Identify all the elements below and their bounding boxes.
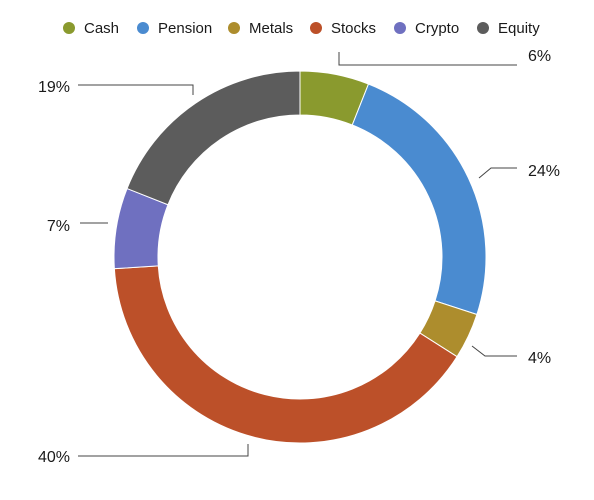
data-label-metals: 4% — [528, 350, 551, 367]
legend-label-pension: Pension — [158, 20, 212, 37]
percentage-labels: 6% 24% 4% 40% 7% 19% — [38, 48, 560, 466]
legend-item-equity: Equity — [477, 20, 540, 37]
chart-legend: Cash Pension Metals Stocks Crypto Equity — [63, 20, 540, 37]
legend-label-equity: Equity — [498, 20, 540, 37]
slice-stocks — [113, 265, 458, 444]
legend-label-stocks: Stocks — [331, 20, 376, 37]
legend-swatch-equity — [477, 22, 489, 34]
leader-line-cash — [338, 52, 517, 66]
data-label-cash: 6% — [528, 48, 551, 65]
data-label-stocks: 40% — [38, 449, 70, 466]
legend-label-crypto: Crypto — [415, 20, 459, 37]
legend-label-cash: Cash — [84, 20, 119, 37]
legend-item-metals: Metals — [228, 20, 293, 37]
legend-swatch-pension — [137, 22, 149, 34]
slice-equity — [126, 70, 301, 206]
legend-label-metals: Metals — [249, 20, 293, 37]
legend-item-crypto: Crypto — [394, 20, 459, 37]
legend-item-pension: Pension — [137, 20, 212, 37]
donut-slices — [113, 70, 487, 444]
label-leader-lines — [78, 52, 517, 457]
legend-swatch-crypto — [394, 22, 406, 34]
legend-item-stocks: Stocks — [310, 20, 376, 37]
leader-line-stocks — [78, 444, 249, 457]
legend-swatch-cash — [63, 22, 75, 34]
legend-swatch-metals — [228, 22, 240, 34]
slice-pension — [351, 83, 487, 316]
data-label-equity: 19% — [38, 79, 70, 96]
leader-line-pension — [478, 167, 517, 179]
data-label-crypto: 7% — [47, 218, 70, 235]
legend-swatch-stocks — [310, 22, 322, 34]
leader-line-metals — [471, 345, 517, 357]
legend-item-cash: Cash — [63, 20, 119, 37]
data-label-pension: 24% — [528, 163, 560, 180]
leader-line-equity — [78, 84, 194, 95]
